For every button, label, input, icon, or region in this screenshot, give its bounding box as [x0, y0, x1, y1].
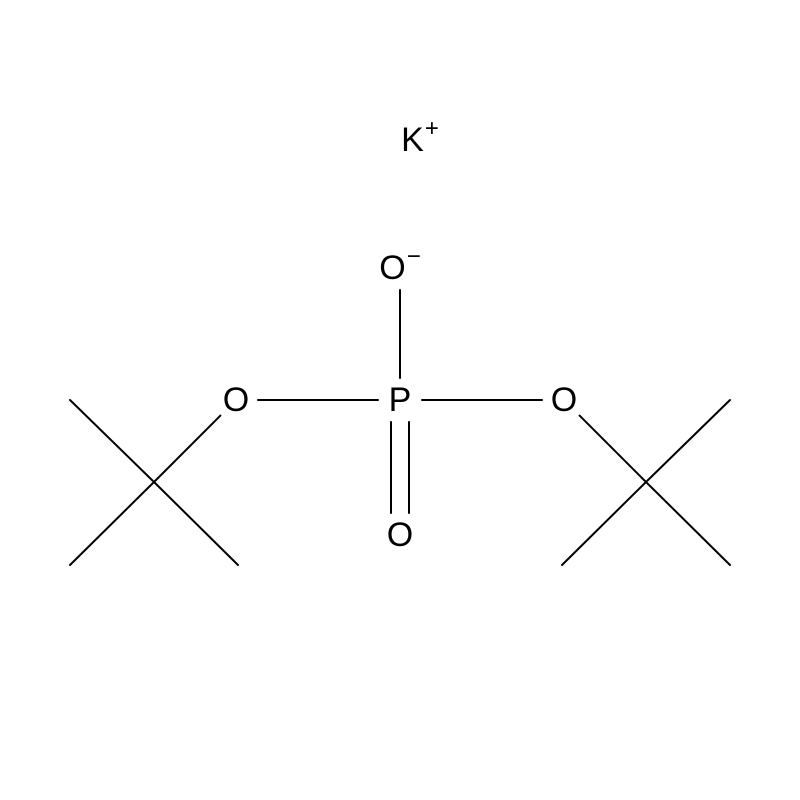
chemical-structure: K+ O− P O O O — [0, 0, 800, 800]
atom-label-oright: O — [551, 381, 577, 419]
atom-label-ominus: O− — [379, 243, 420, 287]
atom-label-oleft: O — [223, 381, 249, 419]
atom-label-odbl: O — [387, 516, 413, 554]
atom-label-p: P — [389, 381, 412, 419]
atom-label-k: K+ — [401, 115, 439, 159]
